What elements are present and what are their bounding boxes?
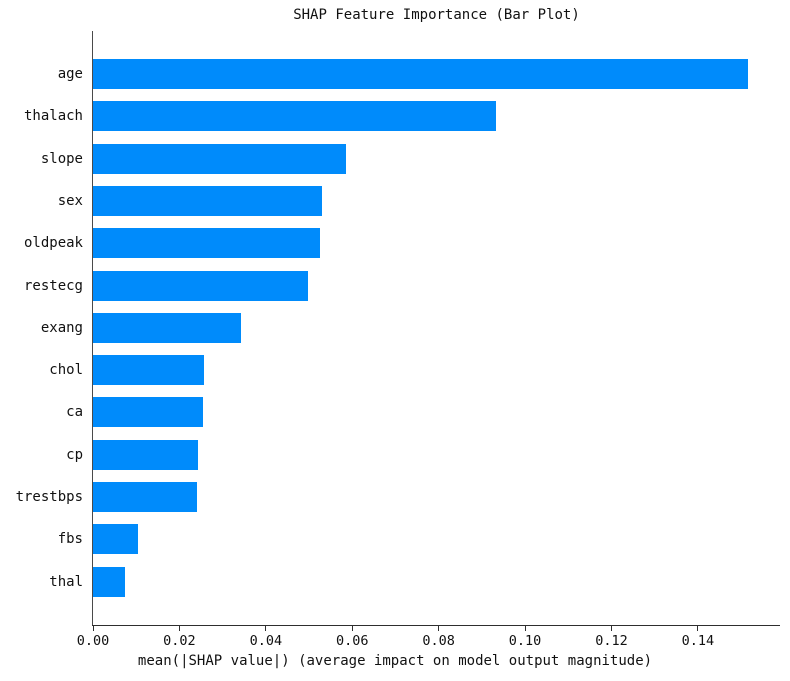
y-tick-label-fbs: fbs: [57, 531, 83, 548]
y-tick-label-age: age: [57, 66, 83, 82]
bar-fbs: [93, 524, 138, 555]
x-tick-mark: [697, 626, 699, 631]
bar-sex: [93, 185, 322, 216]
bar-chol: [93, 355, 205, 386]
y-tick-label-slope: slope: [40, 150, 83, 167]
x-axis-label: mean(|SHAP value|) (average impact on mo…: [137, 653, 653, 669]
x-tick-label: 0.06: [335, 633, 369, 649]
x-tick-label: 0.14: [681, 633, 715, 649]
x-tick-mark: [524, 626, 526, 631]
x-tick-mark: [265, 626, 267, 631]
x-tick-label: 0.08: [422, 633, 455, 649]
bar-trestbps: [93, 482, 197, 512]
y-axis-spine: [92, 31, 93, 626]
bar-thal: [93, 566, 125, 597]
bar-slope: [93, 143, 347, 174]
bar-exang: [93, 312, 242, 343]
plot-area: [93, 31, 780, 625]
y-tick-label-thalach: thalach: [23, 108, 83, 125]
y-tick-label-cp: cp: [66, 446, 83, 463]
x-tick-label: 0.02: [163, 633, 196, 649]
bar-oldpeak: [93, 228, 321, 259]
x-tick-mark: [610, 626, 612, 631]
chart-title: SHAP Feature Importance (Bar Plot): [293, 7, 580, 23]
y-tick-label-exang: exang: [40, 319, 83, 336]
y-tick-label-thal: thal: [49, 573, 83, 590]
x-tick-label: 0.12: [595, 633, 628, 649]
x-axis-spine: [92, 625, 780, 626]
x-tick-label: 0.04: [249, 633, 283, 649]
y-tick-label-trestbps: trestbps: [15, 489, 83, 505]
x-tick-label: 0.00: [76, 633, 110, 649]
y-tick-label-oldpeak: oldpeak: [23, 235, 83, 252]
x-tick-mark: [438, 626, 440, 631]
bar-cp: [93, 439, 198, 470]
y-tick-label-sex: sex: [57, 192, 83, 209]
x-tick-mark: [92, 626, 94, 631]
x-tick-mark: [178, 626, 180, 631]
y-tick-label-chol: chol: [49, 362, 83, 379]
bar-age: [93, 59, 748, 89]
y-tick-label-restecg: restecg: [23, 277, 83, 294]
x-tick-mark: [351, 626, 353, 631]
x-tick-label: 0.10: [508, 633, 542, 649]
bar-thalach: [93, 101, 497, 132]
bar-restecg: [93, 270, 308, 301]
bar-ca: [93, 397, 204, 428]
y-tick-label-ca: ca: [66, 404, 83, 421]
